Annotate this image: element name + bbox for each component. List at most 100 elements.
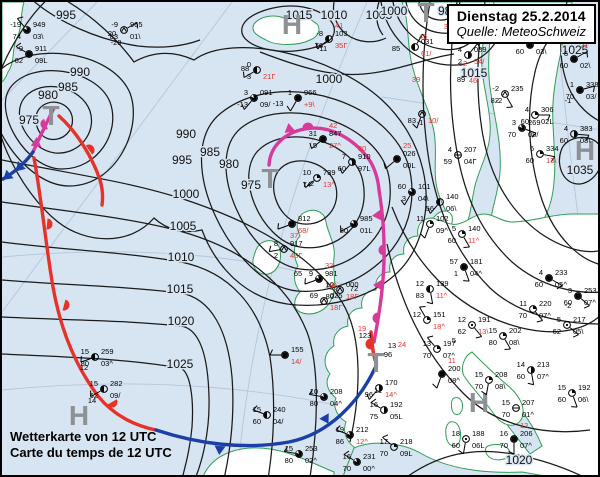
isobar-label: 1015 <box>167 282 194 296</box>
station-value-tendency: 27^ <box>329 141 341 150</box>
wind-barb <box>368 390 377 400</box>
station-value-pressure: 220 <box>539 299 552 308</box>
station-value-dewpoint: 5 <box>313 141 317 150</box>
cloud-cover <box>531 367 534 373</box>
cloud-cover <box>462 231 465 234</box>
station-value-temp: 31 <box>309 129 317 138</box>
isobar-label: 1005 <box>366 8 393 22</box>
cold-front-symbol <box>284 123 296 133</box>
station-value-tendency: 03/ <box>586 92 597 101</box>
wind-barb <box>462 442 466 454</box>
wind-barb <box>404 195 411 206</box>
cold-front-symbol <box>3 169 14 180</box>
wind-barb-feather <box>475 336 482 339</box>
station-circle <box>426 285 434 293</box>
station-value-tendency: 13^ <box>323 180 335 189</box>
wind-barb <box>317 41 327 50</box>
wind-barb <box>416 117 422 129</box>
station-circle <box>510 435 518 443</box>
wind-barb-feather <box>536 320 543 323</box>
station-value-tendency: 06\ <box>578 395 589 404</box>
station-value-temp: -19 <box>10 20 21 29</box>
isobar-label: 985 <box>58 80 78 94</box>
wind-barb <box>424 227 430 239</box>
station-value-tendency: 03^ <box>101 359 113 368</box>
station-value-dewpoint: 70 <box>380 449 388 458</box>
wind-barb <box>474 327 483 337</box>
warm-front-symbol <box>302 122 314 129</box>
station-circle <box>390 443 398 451</box>
station-value-pressure: 739 <box>323 168 336 177</box>
station-circle <box>460 263 468 271</box>
wind-barb <box>419 306 426 317</box>
wind-barb <box>552 279 563 286</box>
station-value-tendency: 18Γ <box>330 303 342 312</box>
low-center-label: T <box>367 347 384 378</box>
station-value-pressure: 966 <box>304 88 317 97</box>
station-value-temp: 4 <box>525 105 529 114</box>
wind-barb <box>436 377 442 389</box>
station-circle <box>458 230 466 238</box>
station-value-tendency: 04^ <box>330 399 342 408</box>
station-circle <box>280 245 288 253</box>
wind-barb-feather <box>304 278 306 285</box>
station-circle <box>375 384 383 392</box>
station-circle <box>485 376 493 384</box>
wind-barb-feather <box>572 334 579 338</box>
station-value-pressure: 235 <box>511 84 524 93</box>
float-label: 19 <box>358 324 366 333</box>
cloud-cover <box>320 136 326 142</box>
wind-barb-feather <box>504 348 511 351</box>
station-circle <box>499 332 507 340</box>
wind-barb <box>485 383 489 395</box>
wind-barb-feather <box>463 246 470 249</box>
station-value-tendency: 08\ <box>580 136 591 145</box>
station-value-temp: 0 <box>247 60 251 69</box>
station-value-dewpoint: 80 <box>489 338 497 347</box>
station-value-dewpoint: 56 <box>426 204 434 213</box>
float-label: 45 <box>419 32 427 41</box>
wind-barb <box>335 429 347 435</box>
cloud-cover <box>533 306 536 309</box>
wind-barb <box>343 454 354 461</box>
station-value-dewpoint: 74 <box>303 180 311 189</box>
wind-barb-feather <box>268 245 272 252</box>
map-title-fr: Carte du temps de 12 UTC <box>10 445 172 460</box>
station-value-temp: 7 <box>342 152 346 161</box>
station-circle <box>536 150 544 158</box>
cloud-cover-gap <box>354 458 357 462</box>
wind-barb <box>311 141 321 150</box>
front-line <box>267 126 381 192</box>
landmass <box>461 351 524 426</box>
station-value-pressure: 155 <box>291 345 304 354</box>
station-value-pressure: 026 <box>403 149 416 158</box>
wind-barb-feather <box>339 225 342 232</box>
station-value-pressure: 207 <box>464 145 477 154</box>
station-value-tendency: 04Γ <box>464 157 476 166</box>
wind-barb <box>304 279 316 285</box>
station-value-tendency: 08/ <box>528 130 539 139</box>
station-value-pressure: 206 <box>520 429 533 438</box>
cloud-cover-gap <box>351 220 354 224</box>
station-circle <box>350 220 358 228</box>
float-label: 65 <box>294 269 302 278</box>
isobar-line <box>248 136 365 249</box>
station-value-pressure: 207 <box>522 398 535 407</box>
station-value-dewpoint: 80 <box>81 359 89 368</box>
front-line <box>154 366 377 448</box>
cloud-cover <box>394 444 397 447</box>
wind-barb-feather <box>586 51 589 58</box>
station-circle <box>468 321 476 329</box>
isobar-line <box>273 160 338 225</box>
isobar-label: 1035 <box>567 163 594 177</box>
station-circle <box>501 90 509 98</box>
station-value-tendency: 05L <box>390 412 403 421</box>
station-value-dewpoint: 2 <box>458 57 462 66</box>
station-circle <box>353 458 361 466</box>
station-circle <box>250 94 258 102</box>
isobar-label: 1010 <box>321 8 348 22</box>
station-value-temp: 60 <box>398 182 406 191</box>
float-label: -1 <box>417 118 424 127</box>
isobar-line <box>391 206 598 333</box>
